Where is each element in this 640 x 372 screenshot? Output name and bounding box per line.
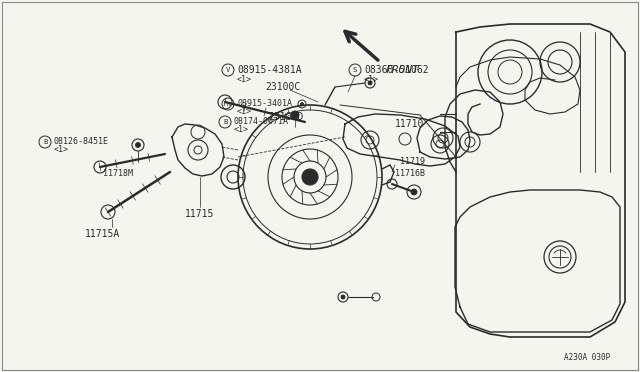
- Text: V: V: [226, 67, 230, 73]
- Text: M: M: [227, 102, 230, 106]
- Circle shape: [411, 189, 417, 195]
- Text: 11718M: 11718M: [103, 170, 133, 179]
- Text: 11716B: 11716B: [395, 170, 425, 179]
- Text: FRONT: FRONT: [385, 65, 419, 75]
- Text: 08360-51062: 08360-51062: [364, 65, 429, 75]
- Circle shape: [341, 295, 345, 299]
- Text: 11715A: 11715A: [85, 229, 120, 239]
- Text: 11719: 11719: [400, 157, 425, 167]
- Text: A230A 030P: A230A 030P: [564, 353, 610, 362]
- Text: 11715: 11715: [185, 209, 214, 219]
- Text: <1>: <1>: [234, 125, 249, 135]
- Text: S: S: [353, 67, 357, 73]
- Text: B: B: [223, 119, 227, 125]
- Text: 08915-4381A: 08915-4381A: [237, 65, 301, 75]
- Text: 23100C: 23100C: [265, 82, 300, 92]
- Text: <1>: <1>: [237, 74, 252, 83]
- Text: 11710: 11710: [395, 119, 424, 129]
- Text: 08174-0071A: 08174-0071A: [234, 118, 289, 126]
- Text: 08126-8451E: 08126-8451E: [54, 138, 109, 147]
- Circle shape: [301, 103, 303, 106]
- Text: 23100D: 23100D: [268, 112, 303, 122]
- Text: 08915-3401A: 08915-3401A: [237, 99, 292, 109]
- Text: <1>: <1>: [54, 145, 69, 154]
- Circle shape: [302, 169, 318, 185]
- Circle shape: [136, 142, 141, 148]
- Circle shape: [368, 81, 372, 85]
- Text: <1>: <1>: [237, 108, 252, 116]
- Text: B: B: [43, 139, 47, 145]
- Circle shape: [291, 111, 299, 119]
- Text: <1>: <1>: [364, 74, 379, 83]
